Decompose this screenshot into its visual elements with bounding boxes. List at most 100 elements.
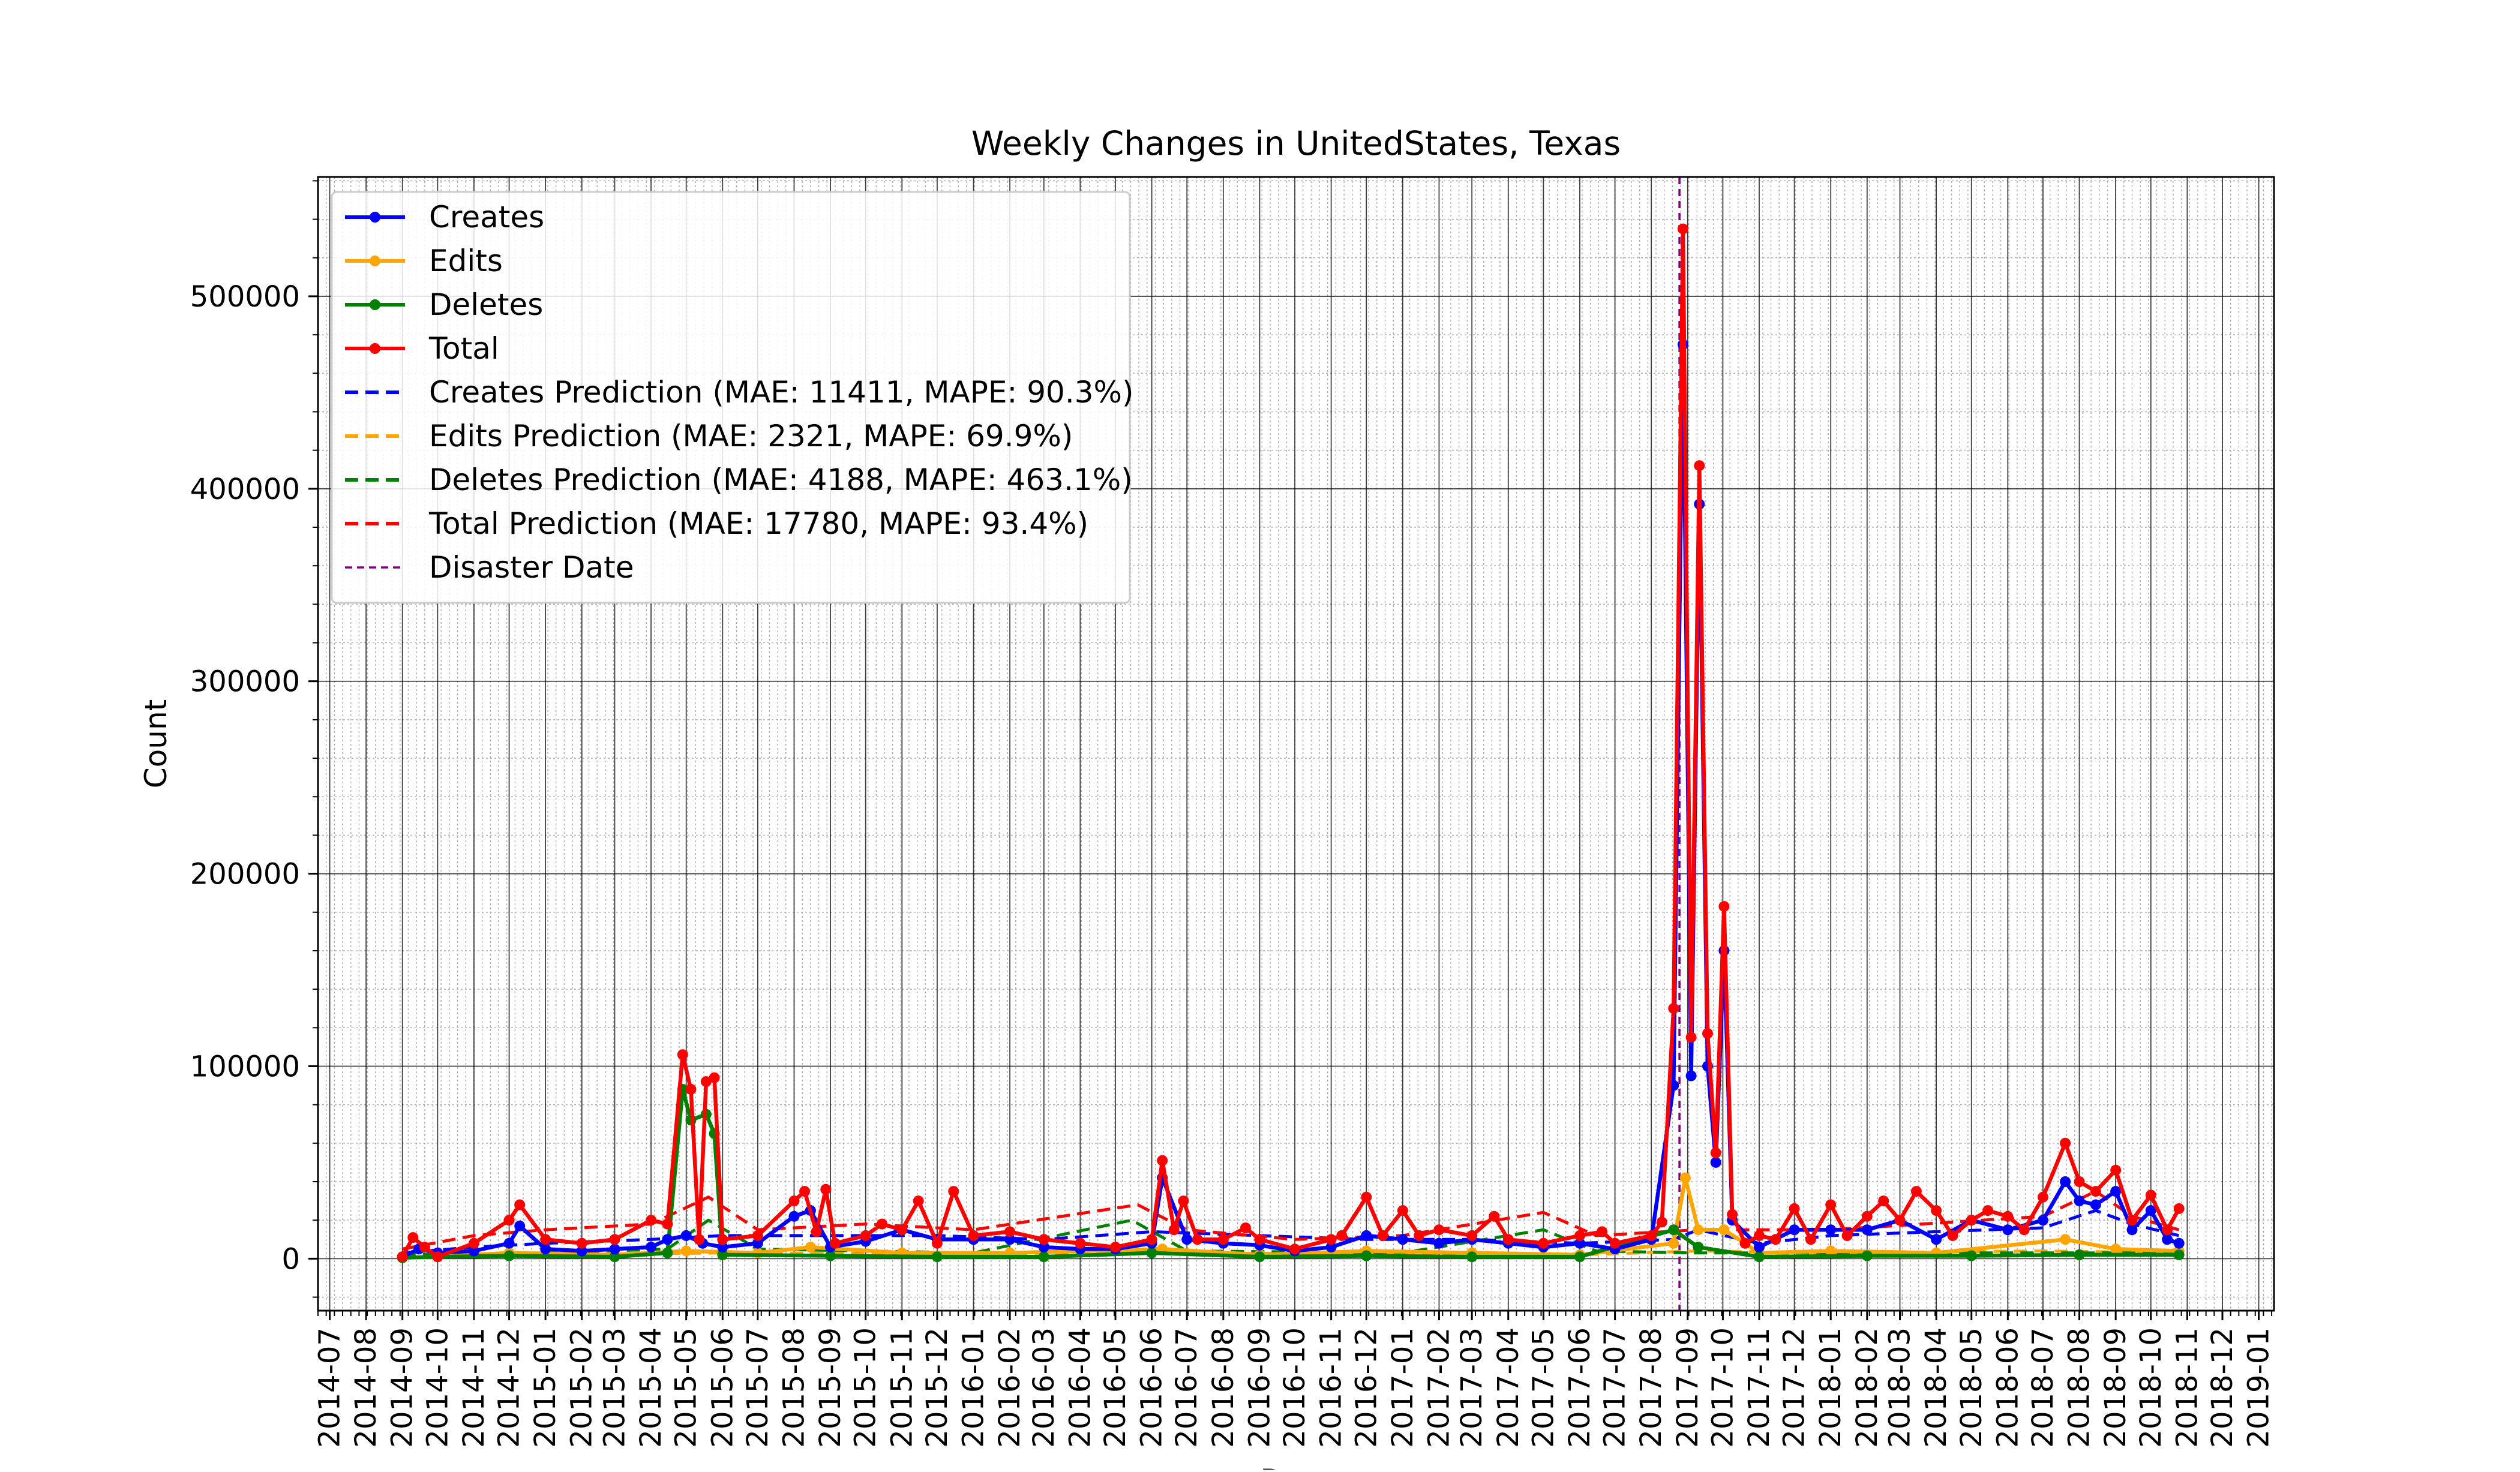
total-data-point: [860, 1230, 871, 1241]
legend-label: Deletes: [429, 287, 543, 322]
creates-data-point: [2090, 1199, 2101, 1210]
total-data-point: [709, 1072, 720, 1083]
total-data-point: [1110, 1242, 1121, 1253]
total-data-point: [2162, 1224, 2173, 1236]
creates-data-point: [1361, 1230, 1372, 1241]
total-data-point: [811, 1226, 822, 1237]
legend-label: Deletes Prediction (MAE: 4188, MAPE: 463…: [429, 462, 1133, 497]
x-tick-label: 2017-07: [1598, 1327, 1632, 1448]
creates-data-point: [752, 1237, 763, 1249]
total-data-point: [2173, 1203, 2185, 1214]
x-tick-label: 2015-11: [885, 1327, 919, 1448]
legend-marker-edits: [370, 256, 380, 266]
creates-data-point: [1685, 1070, 1697, 1082]
total-data-point: [1982, 1205, 1994, 1216]
total-data-point: [1075, 1237, 1086, 1249]
total-data-point: [1414, 1230, 1425, 1241]
x-tick-label: 2017-11: [1742, 1327, 1776, 1448]
creates-data-point: [2038, 1215, 2048, 1226]
deletes-data-point: [1861, 1250, 1873, 1261]
creates-data-point: [2162, 1234, 2173, 1245]
creates-data-point: [468, 1245, 479, 1257]
total-data-point: [1466, 1230, 1478, 1241]
total-data-point: [685, 1084, 697, 1095]
x-tick-label: 2014-10: [421, 1327, 454, 1448]
creates-data-point: [503, 1237, 515, 1249]
x-tick-label: 2018-07: [2026, 1327, 2060, 1448]
creates-data-point: [662, 1234, 673, 1245]
x-tick-label: 2018-10: [2134, 1327, 2168, 1448]
x-axis-label: Date: [1260, 1463, 1332, 1470]
deletes-data-point: [1574, 1251, 1585, 1263]
deletes-data-point: [1146, 1247, 1157, 1258]
x-tick-label: 2014-08: [349, 1327, 383, 1448]
x-tick-label: 2014-07: [313, 1327, 347, 1448]
creates-data-point: [1931, 1234, 1942, 1245]
y-tick-label: 100000: [190, 1050, 300, 1083]
creates-data-point: [2173, 1237, 2185, 1249]
creates-data-point: [576, 1245, 587, 1257]
x-tick-label: 2016-07: [1170, 1327, 1204, 1448]
x-tick-label: 2015-12: [920, 1327, 954, 1448]
creates-data-point: [2074, 1195, 2085, 1207]
total-data-point: [2126, 1215, 2138, 1226]
edits-series-line: [402, 1176, 2179, 1260]
total-data-point: [1325, 1234, 1337, 1245]
total-data-point: [662, 1218, 673, 1230]
x-tick-label: 2015-05: [670, 1327, 703, 1448]
legend-label: Edits: [429, 244, 503, 278]
creates-data-point: [646, 1242, 657, 1253]
total-data-point: [432, 1251, 443, 1263]
x-tick-label: 2018-12: [2206, 1327, 2239, 1448]
legend-box: [331, 191, 1131, 604]
total-data-point: [2002, 1210, 2014, 1222]
total-data-point: [407, 1232, 419, 1243]
total-data-point: [1710, 1147, 1721, 1158]
x-tick-label: 2016-10: [1278, 1327, 1312, 1448]
y-tick-label: 400000: [190, 473, 300, 506]
total-data-point: [1841, 1230, 1853, 1241]
x-tick-label: 2017-08: [1634, 1327, 1668, 1448]
legend-label: Total Prediction (MAE: 17780, MAPE: 93.4…: [428, 506, 1088, 541]
x-tick-label: 2018-11: [2170, 1327, 2204, 1448]
total-data-point: [1240, 1222, 1251, 1233]
total-data-point: [1254, 1234, 1265, 1245]
total-data-point: [1668, 1003, 1679, 1014]
creates-prediction-series-line: [402, 1209, 2180, 1255]
y-tick-label: 300000: [190, 665, 300, 699]
x-tick-label: 2016-11: [1315, 1327, 1348, 1448]
axes: 2014-07 2014-08 2014-09 2014-10 2014-11 2014-…: [190, 180, 2276, 1448]
total-data-point: [1489, 1210, 1500, 1222]
total-data-point: [896, 1224, 908, 1236]
total-data-point: [700, 1076, 712, 1088]
total-data-point: [1146, 1234, 1157, 1245]
x-tick-label: 2017-01: [1386, 1327, 1420, 1448]
plot-frame: [317, 176, 2275, 1312]
x-tick-label: 2017-10: [1706, 1327, 1739, 1448]
edits-data-point: [1825, 1245, 1837, 1257]
x-tick-label: 2015-09: [814, 1327, 847, 1448]
total-data-point: [2074, 1176, 2085, 1187]
y-tick-label: 500000: [190, 280, 300, 314]
total-data-point: [788, 1195, 800, 1207]
edits-data-point: [2110, 1243, 2122, 1255]
legend-label: Edits Prediction (MAE: 2321, MAPE: 69.9%…: [429, 419, 1073, 453]
total-data-point: [2060, 1137, 2071, 1149]
deletes-data-point: [1466, 1251, 1478, 1263]
total-data-point: [1718, 901, 1730, 912]
edits-data-point: [2060, 1234, 2071, 1245]
x-tick-label: 2015-04: [634, 1327, 668, 1448]
total-data-point: [419, 1242, 430, 1253]
deletes-data-point: [503, 1250, 515, 1261]
deletes-data-point: [1038, 1251, 1049, 1263]
creates-data-point: [540, 1243, 551, 1255]
creates-data-point: [680, 1230, 692, 1241]
total-data-point: [1966, 1215, 1977, 1226]
creates-data-point: [1710, 1156, 1721, 1168]
total-data-point: [820, 1183, 832, 1195]
y-tick-label: 200000: [190, 858, 300, 891]
total-data-point: [1789, 1203, 1800, 1214]
legend-marker-deletes: [370, 299, 380, 310]
total-data-point: [1178, 1195, 1189, 1207]
